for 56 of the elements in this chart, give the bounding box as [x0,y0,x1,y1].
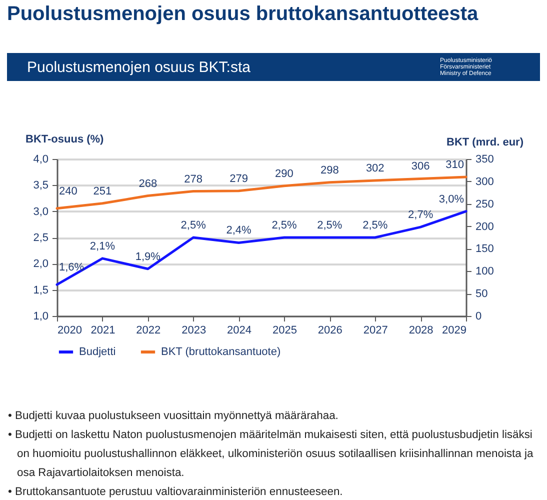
x-tick-label: 2028 [408,324,434,336]
x-tick-label: 2027 [363,324,388,336]
data-label: 298 [320,164,339,176]
chart-subtitle: Puolustusmenojen osuus BKT:sta [27,59,252,76]
data-label: 1,9% [135,250,161,263]
y-tick-label: 1,0 [33,310,48,322]
text: • Bruttokansantuote perustuu valtiovarainministeriön ennusteeseen. [8,486,343,498]
x-tick-label: 2025 [272,324,297,336]
y2-tick-label: 150 [476,243,494,256]
data-label: 268 [138,178,158,190]
text: • Budjetti kuvaa puolustukseen vuosittain myönnettyä määrärahaa. [8,410,338,422]
y2-tick-label: 200 [476,220,494,233]
data-label: 240 [59,185,78,198]
data-label: 279 [230,172,248,185]
legend-label: Budjetti [79,346,116,358]
line-series [56,176,468,210]
y2-tick-label: 100 [476,266,494,278]
data-label: 278 [184,173,203,186]
y-tick-label: 4,0 [33,154,48,166]
x-tick-label: 2024 [227,324,252,336]
data-label: 1,6% [59,262,84,274]
y2-tick-label: 50 [476,288,488,300]
y-tick-label: 1,5 [33,284,48,296]
text: • Budjetti on laskettu Naton puolustusmenojen määritelmän mukaisesti siten, että puolustusbudjetin lisäksi on huomioitu puolustushallinnon eläkkeet, ulkoministeriön osuus sotilaallisen kriisinhallinnan menoista ja osa Rajavartiolaitoksen menoista. [8,429,534,479]
chart-title: Puolustusmenojen osuus bruttokansantuotteesta [7,3,480,25]
x-tick-label: 2026 [318,324,342,336]
data-label: 2,4% [226,224,252,237]
y-tick-label: 3,0 [33,206,48,218]
data-label: 306 [411,160,430,173]
data-label: 251 [93,185,112,198]
data-label: 310 [446,158,464,171]
y2-axis-title: BKT (mrd. eur) [446,136,524,148]
data-label: 2,5% [362,220,388,232]
data-label: 2,7% [408,209,434,222]
y-tick-label: 2,0 [33,258,48,270]
data-label: 2,5% [317,220,342,232]
data-label: 2,5% [180,220,206,232]
data-label: 3,0% [438,193,464,206]
x-tick-label: 2021 [90,324,116,336]
y-tick-label: 3,5 [33,180,48,192]
x-tick-label: 2029 [442,324,466,336]
line-series [56,210,468,286]
y2-tick-label: 0 [476,310,482,322]
y2-tick-label: 250 [476,198,494,210]
data-label: 2,1% [90,240,116,252]
y-tick-label: 2,5 [33,232,48,244]
x-tick-label: 2022 [136,324,161,336]
y2-tick-label: 300 [476,176,494,188]
y-axis-title: BKT-osuus (%) [26,134,104,146]
x-tick-label: 2020 [58,324,82,336]
y2-tick-label: 350 [476,154,494,166]
data-label: 290 [275,168,294,180]
data-label: 302 [366,162,384,175]
legend-label: BKT (bruttokansantuote) [161,346,281,358]
x-tick-label: 2023 [182,324,206,336]
data-label: 2,5% [272,220,297,232]
